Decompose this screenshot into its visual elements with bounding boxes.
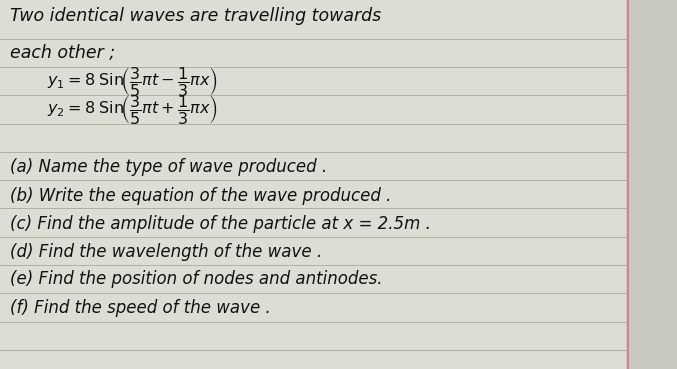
Text: $y_1 = 8\;\mathrm{Sin}\!\left(\dfrac{3}{5}\pi t - \dfrac{1}{3}\pi x\right)$: $y_1 = 8\;\mathrm{Sin}\!\left(\dfrac{3}{… xyxy=(47,65,218,98)
Text: $y_2 = 8\;\mathrm{Sin}\!\left(\dfrac{3}{5}\pi t + \dfrac{1}{3}\pi x\right)$: $y_2 = 8\;\mathrm{Sin}\!\left(\dfrac{3}{… xyxy=(47,93,218,126)
Text: (f) Find the speed of the wave .: (f) Find the speed of the wave . xyxy=(10,299,271,317)
Text: Two identical waves are travelling towards: Two identical waves are travelling towar… xyxy=(10,7,381,25)
Text: (d) Find the wavelength of the wave .: (d) Find the wavelength of the wave . xyxy=(10,243,322,261)
Text: (b) Write the equation of the wave produced .: (b) Write the equation of the wave produ… xyxy=(10,187,391,204)
Text: (e) Find the position of nodes and antinodes.: (e) Find the position of nodes and antin… xyxy=(10,270,383,288)
Text: (c) Find the amplitude of the particle at x = 2.5m .: (c) Find the amplitude of the particle a… xyxy=(10,215,431,233)
Text: each other ;: each other ; xyxy=(10,44,115,62)
Text: (a) Name the type of wave produced .: (a) Name the type of wave produced . xyxy=(10,158,327,176)
